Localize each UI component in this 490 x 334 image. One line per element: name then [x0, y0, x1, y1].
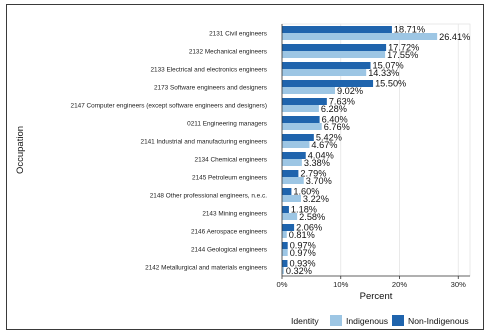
x-tick-label: 20% — [392, 280, 407, 289]
bar-non-indigenous — [282, 242, 288, 249]
data-label-non-indigenous: 2.06% — [296, 223, 322, 233]
bar-indigenous — [282, 159, 302, 166]
data-label-indigenous: 2.58% — [299, 212, 325, 222]
data-label-indigenous: 0.81% — [289, 230, 315, 240]
data-label-non-indigenous: 5.42% — [316, 133, 342, 143]
category-label: 2147 Computer engineers (except software… — [71, 102, 267, 109]
data-label-non-indigenous: 15.50% — [375, 79, 406, 89]
bar-indigenous — [282, 141, 310, 148]
data-label-indigenous: 26.41% — [439, 32, 470, 42]
category-label: 2145 Petroleum engineers — [192, 174, 267, 181]
category-label: 2142 Metallurgical and materials enginee… — [145, 264, 267, 271]
category-label: 2132 Mechanical engineers — [189, 48, 267, 55]
data-label-indigenous: 3.70% — [306, 176, 332, 186]
category-label: 2146 Aerospace engineers — [191, 228, 267, 235]
data-label-non-indigenous: 18.71% — [394, 25, 425, 35]
legend-swatch-non-indigenous — [392, 315, 404, 326]
data-label-non-indigenous: 0.93% — [289, 259, 315, 269]
bar-indigenous — [282, 213, 298, 220]
x-tick-label: 0% — [277, 280, 288, 289]
bar-non-indigenous — [282, 170, 299, 177]
bar-non-indigenous — [282, 188, 292, 195]
data-label-indigenous: 3.38% — [304, 158, 330, 168]
data-label-indigenous: 0.32% — [286, 266, 312, 276]
y-axis-title: Occupation — [15, 126, 26, 174]
legend-swatch-indigenous — [330, 315, 342, 326]
legend-label-non-indigenous: Non-Indigenous — [408, 316, 469, 326]
data-label-indigenous: 14.33% — [368, 68, 399, 78]
bar-indigenous — [282, 177, 304, 184]
bar-non-indigenous — [282, 44, 387, 51]
x-axis-title: Percent — [360, 291, 393, 302]
bar-non-indigenous — [282, 98, 327, 105]
data-label-non-indigenous: 2.79% — [300, 169, 326, 179]
category-label: 2143 Mining engineers — [202, 210, 267, 217]
data-label-non-indigenous: 1.18% — [291, 205, 317, 215]
data-label-non-indigenous: 7.63% — [329, 97, 355, 107]
bar-indigenous — [282, 231, 287, 238]
bar-indigenous — [282, 69, 367, 76]
category-label: 2148 Other professional engineers, n.e.c… — [150, 192, 267, 199]
bar-indigenous — [282, 51, 386, 58]
data-label-non-indigenous: 15.07% — [373, 61, 404, 71]
bar-indigenous — [282, 123, 322, 130]
data-label-indigenous: 6.76% — [324, 122, 350, 132]
bar-non-indigenous — [282, 152, 306, 159]
category-label: 2134 Chemical engineers — [195, 156, 267, 163]
data-label-indigenous: 9.02% — [337, 86, 363, 96]
data-label-non-indigenous: 1.60% — [293, 187, 319, 197]
bar-non-indigenous — [282, 206, 289, 213]
bar-indigenous — [282, 195, 301, 202]
data-label-indigenous: 17.55% — [387, 50, 418, 60]
category-label: 2173 Software engineers and designers — [154, 84, 267, 91]
x-tick-label: 30% — [451, 280, 466, 289]
bar-non-indigenous — [282, 62, 371, 69]
bar-non-indigenous — [282, 26, 392, 33]
category-label: 2141 Industrial and manufacturing engine… — [141, 138, 267, 145]
data-label-indigenous: 4.67% — [311, 140, 337, 150]
bar-non-indigenous — [282, 134, 314, 141]
legend-title: Identity — [291, 316, 319, 326]
data-label-indigenous: 0.97% — [290, 248, 316, 258]
bar-non-indigenous — [282, 224, 295, 231]
bar-indigenous — [282, 105, 319, 112]
data-label-non-indigenous: 17.72% — [388, 43, 419, 53]
data-label-non-indigenous: 4.04% — [308, 151, 334, 161]
bar-indigenous — [282, 267, 284, 274]
bar-non-indigenous — [282, 80, 374, 87]
data-label-non-indigenous: 6.40% — [322, 115, 348, 125]
category-label: 0211 Engineering managers — [187, 120, 267, 127]
bar-indigenous — [282, 33, 438, 40]
legend-label-indigenous: Indigenous — [346, 316, 388, 326]
bar-non-indigenous — [282, 116, 320, 123]
category-label: 2144 Geological engineers — [191, 246, 267, 253]
x-tick-label: 10% — [333, 280, 348, 289]
bar-non-indigenous — [282, 260, 288, 267]
bar-indigenous — [282, 249, 288, 256]
data-label-indigenous: 3.22% — [303, 194, 329, 204]
category-label: 2133 Electrical and electronics engineer… — [150, 66, 267, 73]
category-label: 2131 Civil engineers — [209, 30, 267, 37]
data-label-non-indigenous: 0.97% — [290, 241, 316, 251]
data-label-indigenous: 6.28% — [321, 104, 347, 114]
bar-indigenous — [282, 87, 335, 94]
